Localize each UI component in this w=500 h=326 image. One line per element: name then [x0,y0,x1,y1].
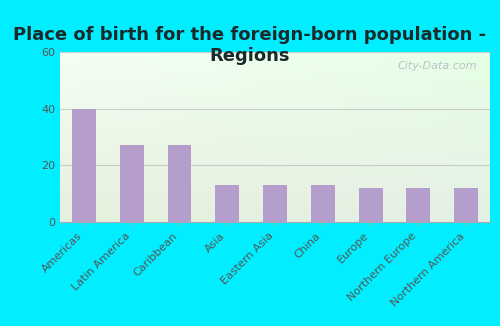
Bar [120,145,144,222]
Bar [168,145,192,222]
Bar [72,109,96,222]
Bar [454,188,478,222]
Text: City-Data.com: City-Data.com [398,61,477,71]
Bar [311,185,334,222]
Bar [263,185,287,222]
Bar [358,188,382,222]
Bar [406,188,430,222]
Text: Place of birth for the foreign-born population -
Regions: Place of birth for the foreign-born popu… [14,26,486,65]
Bar [216,185,239,222]
